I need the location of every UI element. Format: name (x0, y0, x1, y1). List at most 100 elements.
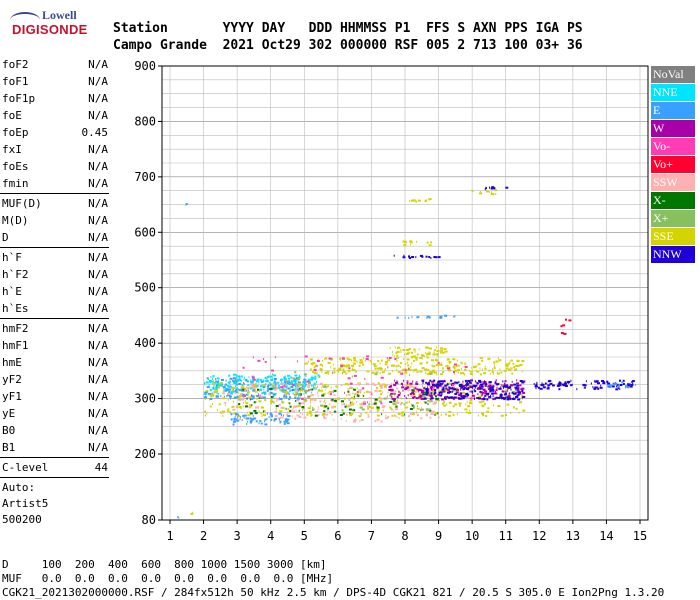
echo-point (425, 371, 427, 374)
echo-point (392, 350, 394, 353)
echo-point (558, 388, 561, 391)
echo-point (466, 382, 468, 385)
echo-point (272, 392, 274, 395)
echo-point (262, 396, 266, 399)
echo-point (324, 388, 326, 391)
echo-point (222, 386, 226, 388)
echo-point (364, 378, 366, 380)
param-row-d: D N/A (2, 231, 108, 247)
echo-point (378, 400, 382, 403)
echo-point (212, 375, 215, 378)
echo-point (281, 398, 283, 401)
echo-point (495, 396, 498, 399)
echo-point (331, 390, 334, 393)
echo-point (252, 414, 254, 417)
echo-point (469, 390, 471, 393)
echo-point (519, 380, 523, 382)
echo-point (548, 387, 550, 389)
echo-point (499, 368, 501, 371)
echo-point (177, 516, 179, 518)
echo-point (275, 408, 277, 410)
echo-point (229, 377, 233, 380)
echo-point (317, 414, 320, 417)
param-row-foes: foEs N/A (2, 160, 108, 176)
echo-point (447, 391, 450, 394)
echo-point (259, 394, 261, 397)
echo-point (330, 366, 332, 369)
echo-point (376, 387, 379, 390)
echo-point (479, 387, 482, 390)
echo-point (323, 417, 327, 420)
echo-point (381, 371, 385, 374)
echo-point (411, 404, 414, 407)
echo-point (314, 386, 318, 389)
echo-point (329, 403, 331, 406)
param-row-hme: hmE N/A (2, 356, 108, 372)
echo-point (244, 389, 246, 392)
echo-point (259, 395, 263, 398)
echo-point (484, 390, 488, 393)
echo-point (237, 375, 241, 378)
echo-point (190, 512, 194, 515)
echo-point (295, 389, 298, 392)
echo-point (490, 386, 494, 389)
echo-point (358, 415, 362, 418)
echo-point (421, 389, 425, 392)
echo-point (394, 379, 396, 382)
echo-point (434, 349, 437, 352)
x-tick-label: 14 (599, 529, 613, 543)
echo-point (227, 381, 230, 384)
echo-point (245, 402, 249, 405)
param-key: foE (2, 109, 22, 122)
echo-point (419, 409, 421, 412)
echo-point (251, 385, 255, 388)
echo-point (404, 316, 406, 319)
echo-point (238, 392, 240, 395)
echo-point (443, 401, 445, 404)
echo-point (236, 376, 237, 379)
echo-point (452, 389, 456, 392)
echo-point (303, 373, 307, 376)
echo-point (280, 406, 283, 409)
echo-point (509, 359, 511, 362)
echo-point (467, 394, 470, 396)
echo-point (455, 391, 459, 394)
echo-point (411, 316, 413, 319)
echo-point (279, 420, 282, 423)
echo-point (411, 256, 415, 258)
echo-point (426, 354, 428, 357)
echo-point (425, 346, 428, 349)
echo-point (424, 368, 428, 371)
echo-point (463, 386, 466, 389)
echo-point (411, 362, 413, 365)
echo-point (431, 392, 434, 395)
echo-point (461, 367, 463, 370)
echo-point (307, 384, 311, 387)
echo-point (373, 402, 377, 405)
echo-point (403, 353, 405, 356)
echo-point (469, 402, 473, 405)
echo-point (275, 405, 279, 407)
echo-point (456, 413, 458, 416)
echo-point (539, 387, 543, 390)
x-tick-label: 13 (566, 529, 580, 543)
echo-point (487, 190, 489, 193)
echo-point (411, 351, 413, 354)
echo-point (240, 386, 244, 389)
echo-point (445, 387, 447, 390)
echo-point (287, 377, 290, 380)
echo-point (299, 388, 303, 391)
echo-point (224, 388, 227, 391)
echo-point (442, 381, 444, 384)
echo-point (595, 380, 599, 383)
echo-point (418, 396, 422, 399)
echo-point (262, 379, 265, 382)
echo-point (403, 403, 406, 406)
echo-point (211, 392, 213, 395)
echo-point (266, 389, 269, 392)
echo-point (503, 369, 507, 372)
param-key: D (2, 231, 9, 244)
echo-point (452, 384, 454, 386)
param-separator (0, 318, 109, 319)
echo-point (437, 380, 441, 383)
